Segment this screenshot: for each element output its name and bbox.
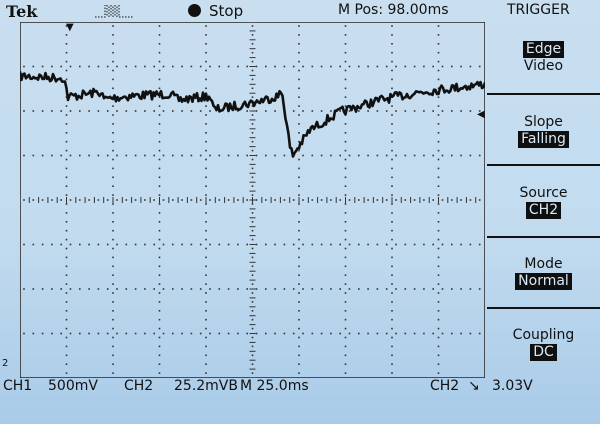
channel-reference-marker: 2 [2,358,9,369]
run-state-label: Stop [209,2,244,20]
horizontal-position: M Pos: 98.00ms [338,2,449,18]
menu-title: TRIGGER [507,2,570,18]
menu-type-button[interactable]: Edge Video [487,22,600,93]
ch2-trace [18,71,487,158]
menu-type-line-1: Edge [522,40,565,58]
menu-mode-line-2: Normal [515,273,572,291]
menu-slope-line-2: Falling [518,130,569,148]
run-state: Stop [188,2,243,20]
trigger-level: 3.03V [492,378,533,394]
bottom-status-bar: CH1 500mV CH2 25.2mVB M 25.0ms CH2 ↘ 3.0… [0,378,600,400]
menu-source-line-2: CH2 [525,201,562,219]
top-status-bar: Tek Stop M Pos: 98.00ms TRIGGER [0,0,600,22]
trigger-slope-icon: ↘ [468,378,480,394]
trigger-position-marker-icon: ▼ [66,22,74,33]
timebase: M 25.0ms [240,378,309,394]
brand-logo: Tek [6,2,38,21]
menu-type-line-2: Video [523,57,564,74]
trigger-source: CH2 [430,378,460,394]
ch1-scale: 500mV [48,378,98,394]
graticule-grid [19,21,481,379]
menu-slope-line-1: Slope [524,113,563,130]
waveform-display [18,21,487,379]
ch1-label: CH1 [3,378,33,394]
menu-slope-button[interactable]: Slope Falling [487,93,600,166]
stop-dot-icon [188,4,201,17]
trigger-level-marker-icon: ◀ [477,109,485,120]
trigger-status-icon [95,5,133,18]
menu-source-button[interactable]: Source CH2 [487,164,600,237]
trigger-side-menu: Edge Video Slope Falling Source CH2 Mode Normal… [487,22,600,378]
ch2-scale: 25.2mVB [174,378,238,394]
menu-mode-button[interactable]: Mode Normal [487,235,600,309]
waveform-graticule [18,21,487,379]
menu-coupling-line-1: Coupling [512,327,575,344]
menu-coupling-line-2: DC [530,344,557,362]
menu-coupling-button[interactable]: Coupling DC [487,306,600,380]
menu-source-line-1: Source [519,184,568,201]
menu-mode-line-1: Mode [524,256,563,273]
ch2-label: CH2 [124,378,154,394]
